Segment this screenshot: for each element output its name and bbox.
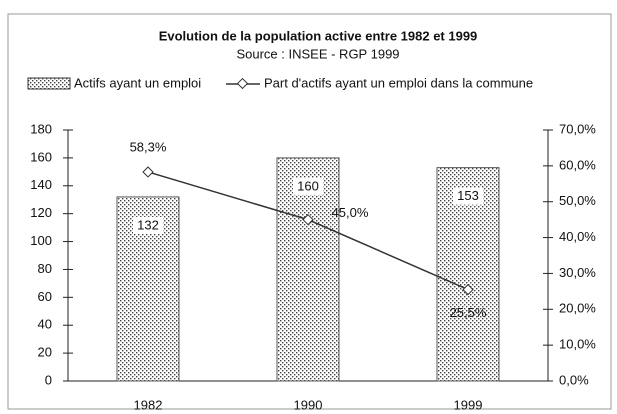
legend: Actifs ayant un emploi Part d'actifs aya… [27,75,533,90]
bar [276,157,340,382]
y2-tick-label: 40,0% [559,229,596,244]
y-tick-label: 180 [30,121,52,136]
y-tick-label: 80 [38,261,52,276]
bar-label: 153 [457,188,479,203]
y-tick-label: 60 [38,289,52,304]
y2-tick-label: 30,0% [559,265,596,280]
y-tick-label: 160 [30,149,52,164]
legend-swatch [27,77,71,90]
line-label: 25,5% [450,305,487,320]
y-tick-label: 20 [38,345,52,360]
bar-label-bg [133,216,163,234]
y-tick-label: 0 [45,372,52,387]
x-tick-label: 1990 [294,397,323,412]
y2-tick-label: 60,0% [559,157,596,172]
legend-marker [236,77,249,90]
line-marker [462,283,474,296]
legend-label: Part d'actifs ayant un emploi dans la co… [264,75,533,90]
bar-label-bg [293,177,323,195]
y2-tick-label: 10,0% [559,337,596,352]
line-label: 45,0% [332,205,369,220]
x-tick-label: 1999 [454,397,483,412]
x-tick-label: 1982 [134,397,163,412]
chart-subtitle: Source : INSEE - RGP 1999 [236,46,399,61]
bar-label: 160 [297,178,319,193]
y2-tick-label: 0,0% [559,372,589,387]
y-tick-label: 100 [30,233,52,248]
line-marker [142,166,154,178]
y-tick-label: 140 [30,177,52,192]
bar-label: 132 [137,217,159,232]
y2-tick-label: 20,0% [559,301,596,316]
frame [7,13,612,410]
line-marker [302,213,314,226]
y-tick-label: 120 [30,205,52,220]
y-tick-label: 40 [38,317,52,332]
legend-label: Actifs ayant un emploi [74,75,201,90]
y2-tick-label: 50,0% [559,193,596,208]
bar-label-bg [453,187,483,205]
line-label: 58,3% [130,139,167,154]
chart-title: Evolution de la population active entre … [159,28,478,43]
y2-tick-label: 70,0% [559,121,596,136]
